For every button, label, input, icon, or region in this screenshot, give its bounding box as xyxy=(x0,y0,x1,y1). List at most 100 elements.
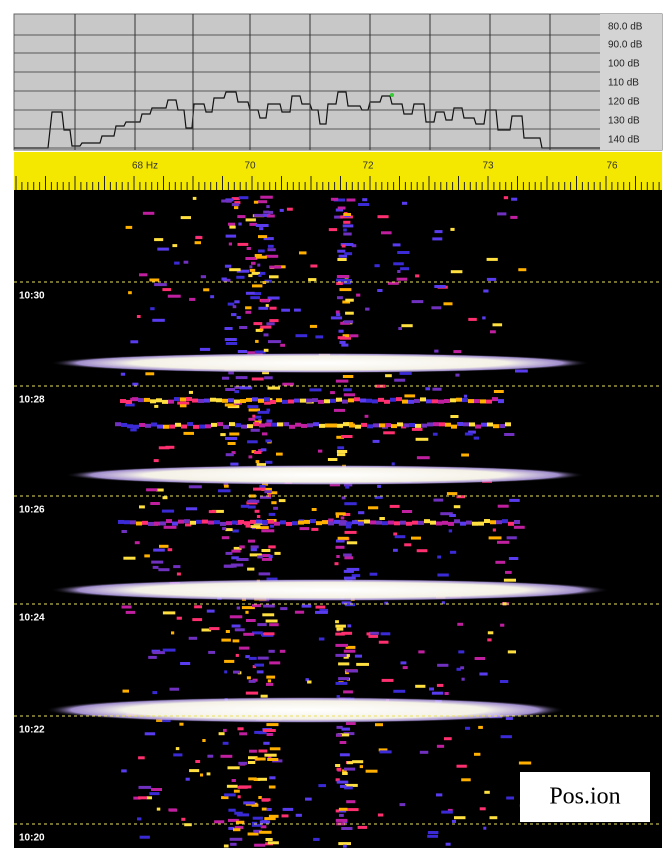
speckle xyxy=(269,306,277,310)
speckle xyxy=(489,816,498,820)
speckle xyxy=(339,741,347,744)
speckle xyxy=(266,577,278,581)
streak xyxy=(276,398,282,403)
streak xyxy=(288,399,294,404)
speckle xyxy=(399,371,412,375)
streak xyxy=(274,521,280,526)
speckle xyxy=(253,322,263,326)
time-label: 10:22 xyxy=(19,725,45,736)
streak xyxy=(126,399,132,404)
speckle xyxy=(137,817,142,821)
speckle xyxy=(252,284,263,288)
speckle xyxy=(445,842,451,846)
speckle xyxy=(258,749,268,753)
streak xyxy=(352,520,358,525)
speckle xyxy=(378,640,389,644)
speckle xyxy=(368,506,379,510)
streak xyxy=(462,398,468,403)
speckle xyxy=(250,545,259,549)
speckle xyxy=(365,769,378,773)
speckle xyxy=(379,750,392,754)
streak xyxy=(388,520,394,525)
streak xyxy=(373,423,379,428)
speckle xyxy=(226,784,238,788)
speckle xyxy=(493,390,504,393)
speckle xyxy=(250,428,260,432)
speckle xyxy=(167,294,181,298)
speckle xyxy=(309,388,322,392)
speckle xyxy=(342,224,354,228)
speckle xyxy=(231,779,236,782)
time-label: 10:24 xyxy=(19,613,45,624)
speckle xyxy=(258,449,263,453)
speckle xyxy=(247,405,259,409)
speckle xyxy=(259,328,264,331)
speckle xyxy=(162,288,172,292)
streak xyxy=(426,399,432,404)
speckle xyxy=(225,630,230,633)
speckle xyxy=(253,200,259,204)
db-label: 110 dB xyxy=(608,78,639,89)
speckle xyxy=(245,691,259,695)
speckle xyxy=(278,499,286,503)
speckle xyxy=(497,504,509,508)
speckle xyxy=(227,405,240,409)
speckle xyxy=(448,529,453,533)
streak xyxy=(132,397,138,402)
speckle xyxy=(327,458,338,461)
speckle xyxy=(247,832,259,836)
streak xyxy=(300,398,306,403)
streak xyxy=(442,520,448,525)
speckle xyxy=(161,509,175,513)
speckle xyxy=(247,539,255,543)
speckle xyxy=(146,488,158,492)
speckle xyxy=(295,334,308,338)
speckle xyxy=(315,610,328,614)
speckle xyxy=(484,790,490,794)
speckle xyxy=(344,252,353,256)
speckle xyxy=(202,739,206,742)
speckle xyxy=(256,670,264,674)
frequency-label: 73 xyxy=(482,161,494,172)
speckle xyxy=(427,831,439,834)
speckle xyxy=(441,601,445,605)
speckle xyxy=(151,788,162,791)
streak xyxy=(390,397,396,402)
streak xyxy=(480,399,486,404)
speckle xyxy=(281,814,289,818)
streak xyxy=(294,398,300,403)
speckle xyxy=(138,756,145,760)
streak xyxy=(216,398,222,403)
streak xyxy=(478,521,484,526)
streak xyxy=(181,424,187,429)
speckle xyxy=(282,807,294,811)
speckle xyxy=(247,505,256,509)
speckle xyxy=(227,442,236,445)
speckle xyxy=(248,679,256,683)
speckle xyxy=(195,760,201,763)
streak xyxy=(313,422,319,427)
speckle xyxy=(492,528,496,532)
speckle xyxy=(142,211,155,215)
speckle xyxy=(152,565,159,569)
speckle xyxy=(183,260,189,264)
speckle xyxy=(330,197,339,201)
speckle xyxy=(336,695,340,699)
frequency-label: 72 xyxy=(362,161,374,172)
speckle xyxy=(258,306,269,310)
speckle xyxy=(343,569,354,573)
speckle xyxy=(188,636,198,640)
speckle xyxy=(506,796,514,800)
streak xyxy=(306,398,312,403)
speckle xyxy=(335,310,340,314)
streak xyxy=(226,521,232,526)
streak xyxy=(414,398,420,403)
streak xyxy=(438,399,444,404)
streak xyxy=(186,397,192,402)
speckle xyxy=(504,433,515,436)
streak xyxy=(277,422,283,427)
speckle xyxy=(248,417,256,421)
speckle xyxy=(369,572,378,576)
streak xyxy=(342,399,348,404)
speckle xyxy=(343,393,355,397)
